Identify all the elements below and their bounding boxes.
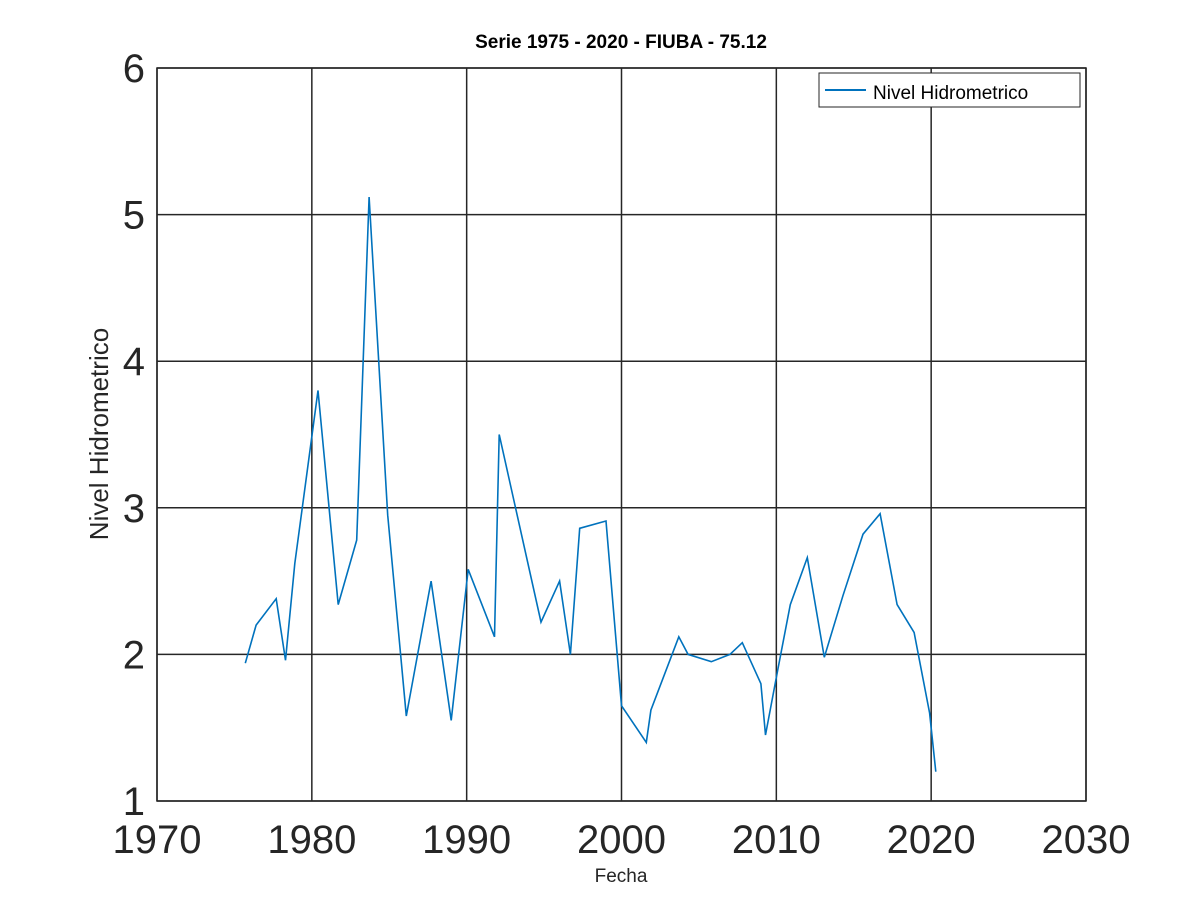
x-tick-label: 1990 <box>422 818 511 862</box>
plot-frame <box>156 67 1087 802</box>
x-tick-label: 1970 <box>113 818 202 862</box>
series-line <box>244 196 937 772</box>
x-tick-label: 2020 <box>887 818 976 862</box>
legend: Nivel Hidrometrico <box>818 72 1081 108</box>
series-lines <box>244 196 937 772</box>
chart-title: Serie 1975 - 2020 - FIUBA - 75.12 <box>475 32 767 53</box>
x-tick-label: 2000 <box>577 818 666 862</box>
y-tick-label: 1 <box>123 780 145 824</box>
y-tick-label: 4 <box>123 340 145 384</box>
y-tick-labels: 1 2 3 4 5 6 <box>123 47 145 824</box>
y-tick-label: 5 <box>123 194 145 238</box>
y-axis-label: Nivel Hidrometrico <box>84 328 114 540</box>
x-tick-label: 1980 <box>267 818 356 862</box>
x-axis-label: Fecha <box>595 866 648 887</box>
legend-label: Nivel Hidrometrico <box>873 83 1028 104</box>
x-tick-label: 2010 <box>732 818 821 862</box>
y-tick-label: 6 <box>123 47 145 91</box>
y-tick-label: 3 <box>123 487 145 531</box>
x-tick-label: 2030 <box>1042 818 1131 862</box>
y-tick-label: 2 <box>123 633 145 677</box>
x-tick-labels: 1970 1980 1990 2000 2010 2020 2030 <box>113 818 1131 862</box>
